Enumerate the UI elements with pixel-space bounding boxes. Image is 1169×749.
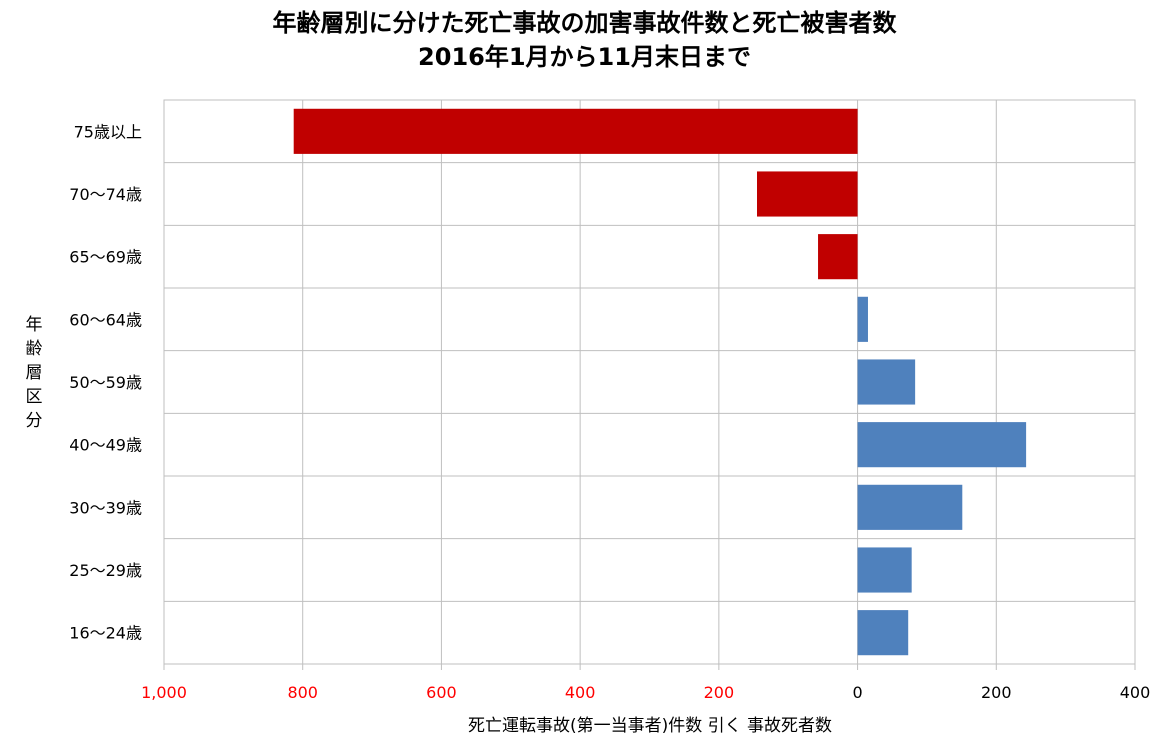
plot-area-border bbox=[163, 99, 1136, 665]
y-tick-label: 50～59歳 bbox=[69, 373, 142, 392]
bar-8 bbox=[857, 547, 912, 593]
x-tick-label: 0 bbox=[852, 683, 862, 702]
y-tick-label: 60～64歳 bbox=[69, 310, 142, 329]
x-tick-label: 800 bbox=[287, 683, 318, 702]
y-tick-label: 16～24歳 bbox=[69, 624, 142, 643]
chart-title: 年齢層別に分けた死亡事故の加害事故件数と死亡被害者数 2016年1月から11月末… bbox=[0, 6, 1169, 74]
y-tick-labels: 75歳以上 70～74歳 65～69歳 60～64歳 50～59歳 40～49歳 30～39… bbox=[69, 122, 142, 642]
bar-4 bbox=[857, 296, 868, 342]
x-tick-label: 400 bbox=[565, 683, 596, 702]
bar-7 bbox=[857, 484, 963, 530]
y-tick-label: 75歳以上 bbox=[74, 122, 142, 141]
x-tick-labels: 1,000 800 600 400 200 0 200 400 bbox=[141, 683, 1150, 702]
bar-3 bbox=[818, 234, 858, 280]
y-axis-label: 年齢層区分 bbox=[26, 315, 43, 431]
y-tick-label: 65～69歳 bbox=[69, 248, 142, 267]
bar-9 bbox=[857, 610, 909, 656]
y-tick-label: 40～49歳 bbox=[69, 436, 142, 455]
chart-title-line-1: 年齢層別に分けた死亡事故の加害事故件数と死亡被害者数 bbox=[272, 9, 897, 37]
bar-6 bbox=[857, 422, 1027, 468]
y-tick-label: 70～74歳 bbox=[69, 185, 142, 204]
x-axis-label: 死亡運転事故(第一当事者)件数 引く 事故死者数 bbox=[468, 716, 832, 736]
x-tick-label: 600 bbox=[426, 683, 457, 702]
chart-title-line-2: 2016年1月から11月末日まで bbox=[418, 43, 751, 71]
bar-1 bbox=[293, 108, 858, 154]
y-tick-label: 25～29歳 bbox=[69, 561, 142, 580]
bar-5 bbox=[857, 359, 916, 405]
bar-2 bbox=[757, 171, 858, 217]
grid-lines bbox=[163, 99, 1136, 670]
x-tick-label: 1,000 bbox=[141, 683, 187, 702]
x-tick-label: 400 bbox=[1120, 683, 1151, 702]
x-tick-label: 200 bbox=[981, 683, 1012, 702]
bars bbox=[293, 108, 1027, 656]
y-tick-label: 30～39歳 bbox=[69, 498, 142, 517]
x-tick-label: 200 bbox=[704, 683, 735, 702]
